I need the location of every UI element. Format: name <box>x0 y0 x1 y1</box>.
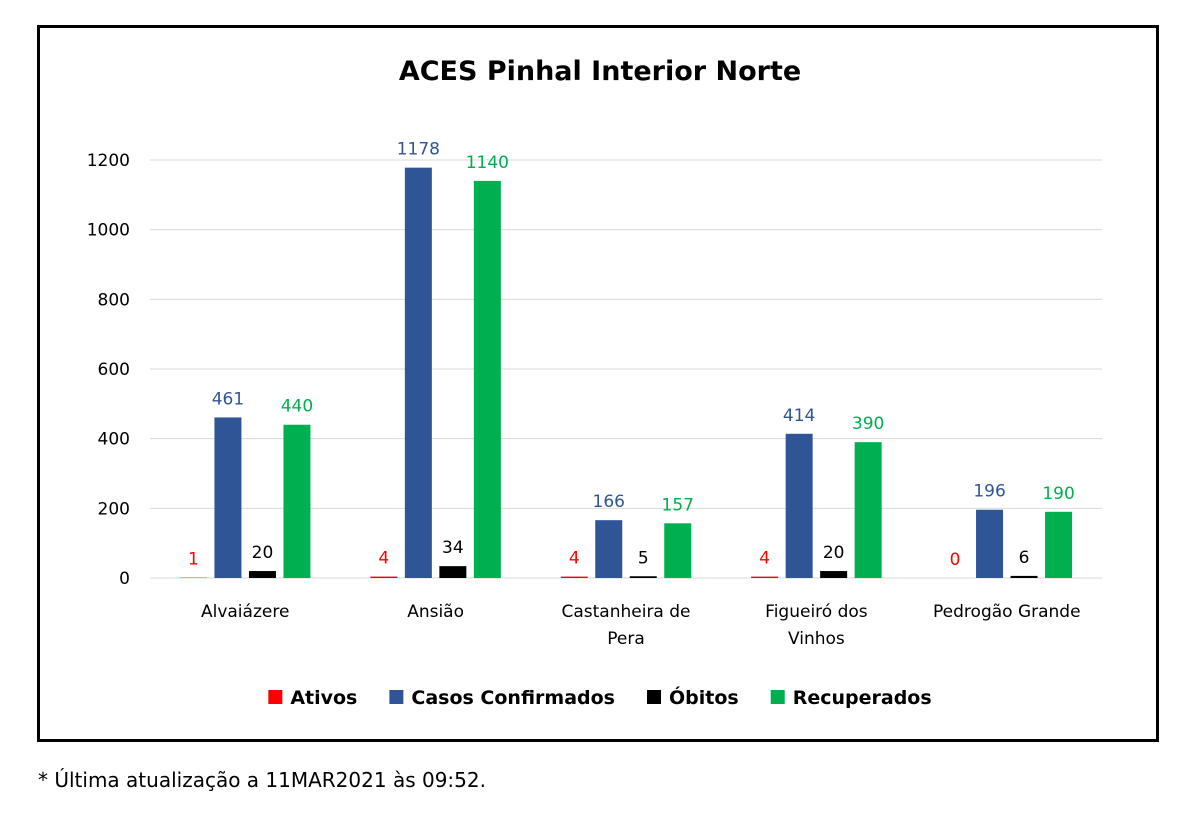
bar <box>283 424 311 578</box>
legend-label: Óbitos <box>669 685 739 709</box>
y-tick-label: 800 <box>98 290 130 310</box>
data-label: 414 <box>783 406 815 426</box>
legend-label: Ativos <box>290 687 357 709</box>
bar <box>248 571 276 578</box>
data-label: 34 <box>442 538 464 558</box>
x-tick-label: Ansião <box>407 602 464 622</box>
bar <box>560 576 588 578</box>
y-tick-label: 400 <box>98 430 130 450</box>
x-tick-label: Castanheira de <box>561 602 690 622</box>
bar <box>785 433 813 578</box>
data-label: 20 <box>823 543 845 563</box>
data-label: 20 <box>252 543 274 563</box>
bar <box>820 571 848 578</box>
legend-label: Casos Confirmados <box>411 687 615 709</box>
data-label: 461 <box>212 389 244 409</box>
y-tick-label: 0 <box>119 569 130 589</box>
data-label: 196 <box>973 482 1005 502</box>
bar <box>595 520 623 578</box>
x-tick-label: Pedrogão Grande <box>933 602 1081 622</box>
y-tick-label: 200 <box>98 499 130 519</box>
data-label: 5 <box>638 548 649 568</box>
chart-frame <box>37 25 1159 742</box>
bar <box>1010 575 1038 578</box>
bar <box>629 576 657 578</box>
legend-label: Recuperados <box>793 687 932 709</box>
bar <box>751 576 779 578</box>
footnote: * Última atualização a 11MAR2021 às 09:5… <box>38 768 486 792</box>
data-label: 190 <box>1042 484 1074 504</box>
data-label: 1 <box>188 550 199 570</box>
bar <box>854 442 882 578</box>
bar <box>473 180 501 578</box>
y-tick-label: 1200 <box>87 151 130 171</box>
x-tick-label: Vinhos <box>788 629 845 649</box>
data-label: 1178 <box>397 140 440 160</box>
data-label: 390 <box>852 414 884 434</box>
x-tick-label: Alvaiázere <box>201 602 289 622</box>
bar <box>214 417 242 578</box>
x-tick-label: Figueiró dos <box>765 602 868 622</box>
bar <box>976 509 1004 578</box>
data-label: 4 <box>569 549 580 569</box>
data-label: 440 <box>281 397 313 417</box>
data-label: 0 <box>950 550 961 570</box>
bar <box>664 523 692 578</box>
data-label: 157 <box>662 495 694 515</box>
bar <box>439 566 467 578</box>
bar <box>1045 511 1073 578</box>
chart-title: ACES Pinhal Interior Norte <box>399 56 801 87</box>
data-label: 4 <box>378 549 389 569</box>
legend-swatch <box>647 690 662 704</box>
data-label: 4 <box>759 549 770 569</box>
data-label: 6 <box>1019 548 1030 568</box>
y-tick-label: 600 <box>98 360 130 380</box>
bar <box>404 167 432 578</box>
legend-swatch <box>770 690 785 704</box>
data-label: 1140 <box>466 153 509 173</box>
y-tick-label: 1000 <box>87 221 130 241</box>
legend-swatch <box>389 690 404 704</box>
bar <box>370 576 398 578</box>
x-tick-label: Pera <box>607 629 645 649</box>
data-label: 166 <box>593 492 625 512</box>
legend-swatch <box>268 690 283 704</box>
